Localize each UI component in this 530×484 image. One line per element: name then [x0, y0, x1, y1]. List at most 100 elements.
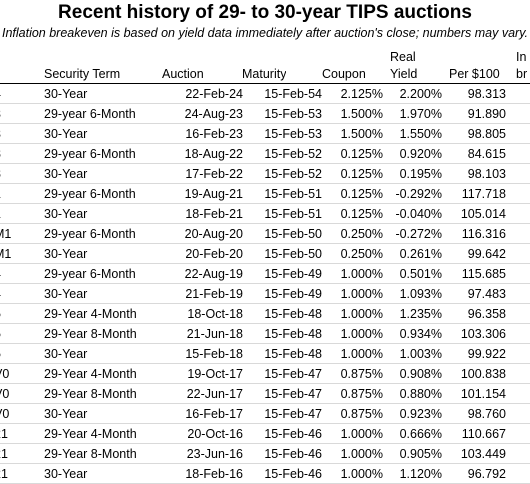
real-yield-cell: 0.195%	[387, 163, 446, 184]
row-id-cell: 5	[0, 343, 41, 364]
inflation-breakeven-cell	[510, 223, 530, 244]
price-per-100-cell: 98.805	[446, 123, 510, 144]
price-per-100-cell: 97.483	[446, 283, 510, 304]
row-id-cell: V0	[0, 403, 41, 424]
auction-date-cell: 22-Jun-17	[163, 383, 247, 404]
price-per-100-cell: 101.154	[446, 383, 510, 404]
security-term-cell: 29-Year 4-Month	[41, 363, 163, 384]
header-rule	[0, 83, 530, 84]
security-term-cell: 30-Year	[41, 343, 163, 364]
coupon-cell: 0.250%	[326, 223, 387, 244]
maturity-date-cell: 15-Feb-51	[247, 183, 326, 204]
auction-date-cell: 17-Feb-22	[163, 163, 247, 184]
price-per-100-cell: 98.760	[446, 403, 510, 424]
header-maturity: Maturity	[242, 67, 287, 81]
real-yield-cell: 0.261%	[387, 243, 446, 264]
maturity-date-cell: 15-Feb-46	[247, 423, 326, 444]
row-id-cell: 21	[0, 443, 41, 464]
table-row: 5 29-Year 8-Month21-Jun-1815-Feb-481.000%…	[0, 323, 530, 344]
inflation-breakeven-cell	[510, 243, 530, 264]
auction-table: 430-Year22-Feb-2415-Feb-542.125%2.200%98…	[0, 84, 530, 484]
maturity-date-cell: 15-Feb-49	[247, 283, 326, 304]
maturity-date-cell: 15-Feb-54	[247, 84, 326, 104]
row-id-cell: 8	[0, 163, 41, 184]
coupon-cell: 0.125%	[326, 183, 387, 204]
row-id-text: 21	[0, 466, 8, 481]
security-term-cell: 29-year 6-Month	[41, 103, 163, 124]
inflation-breakeven-cell	[510, 263, 530, 284]
coupon-cell: 0.875%	[326, 383, 387, 404]
auction-date-cell: 18-Oct-18	[163, 303, 247, 324]
maturity-date-cell: 15-Feb-46	[247, 443, 326, 464]
price-per-100-cell: 98.313	[446, 84, 510, 104]
row-id-text: 5	[0, 327, 1, 341]
inflation-breakeven-cell	[510, 183, 530, 204]
price-per-100-cell: 115.685	[446, 263, 510, 284]
real-yield-cell: 1.003%	[387, 343, 446, 364]
row-id-cell: M1	[0, 243, 41, 264]
security-term-cell: 30-Year	[41, 243, 163, 264]
row-id-cell: 8	[0, 143, 41, 164]
maturity-date-cell: 15-Feb-53	[247, 103, 326, 124]
row-id-cell: V0	[0, 363, 41, 384]
table-header: Security Term Auction Maturity Coupon Re…	[0, 47, 530, 83]
security-term-cell: 29-year 6-Month	[41, 183, 163, 204]
real-yield-cell: -0.040%	[387, 203, 446, 224]
real-yield-cell: 0.923%	[387, 403, 446, 424]
maturity-date-cell: 15-Feb-52	[247, 163, 326, 184]
row-id-text: 4	[0, 87, 1, 101]
row-id-cell: 5	[0, 323, 41, 344]
table-row: 21 30-Year18-Feb-1615-Feb-461.000%1.120%9…	[0, 463, 530, 484]
coupon-cell: 1.000%	[326, 443, 387, 464]
inflation-breakeven-cell	[510, 363, 530, 384]
price-per-100-cell: 84.615	[446, 143, 510, 164]
header-coupon: Coupon	[322, 67, 366, 81]
coupon-cell: 0.250%	[326, 243, 387, 264]
inflation-breakeven-cell	[510, 403, 530, 424]
row-id-cell: 3	[0, 123, 41, 144]
auction-date-cell: 23-Jun-16	[163, 443, 247, 464]
security-term-cell: 29-year 6-Month	[41, 143, 163, 164]
header-real-line1: Real	[390, 50, 416, 64]
price-per-100-cell: 96.358	[446, 303, 510, 324]
table-row: 21 29-Year 4-Month20-Oct-1615-Feb-461.000…	[0, 423, 530, 444]
auction-date-cell: 21-Jun-18	[163, 323, 247, 344]
coupon-cell: 1.500%	[326, 123, 387, 144]
row-id-cell: 1	[0, 183, 41, 204]
coupon-cell: 0.125%	[326, 163, 387, 184]
real-yield-cell: 0.908%	[387, 363, 446, 384]
row-id-text: 5	[0, 307, 1, 321]
maturity-date-cell: 15-Feb-47	[247, 363, 326, 384]
table-row: M1 30-Year20-Feb-2015-Feb-500.250%0.261%9…	[0, 243, 530, 264]
price-per-100-cell: 110.667	[446, 423, 510, 444]
row-id-text: 4	[0, 287, 1, 301]
row-id-text: 1	[0, 207, 1, 221]
maturity-date-cell: 15-Feb-49	[247, 263, 326, 284]
table-row: V0 30-Year16-Feb-1715-Feb-470.875%0.923%9…	[0, 403, 530, 424]
security-term-cell: 29-Year 8-Month	[41, 323, 163, 344]
auction-date-cell: 22-Feb-24	[163, 84, 247, 104]
real-yield-cell: 1.970%	[387, 103, 446, 124]
table-row: V0 29-Year 8-Month22-Jun-1715-Feb-470.875…	[0, 383, 530, 404]
table-row: 4 29-year 6-Month22-Aug-1915-Feb-491.000%…	[0, 263, 530, 284]
security-term-cell: 30-Year	[41, 163, 163, 184]
header-per100: Per $100	[449, 67, 500, 81]
table-row: 1 29-year 6-Month19-Aug-2115-Feb-510.125%…	[0, 183, 530, 204]
row-id-cell: 5	[0, 303, 41, 324]
table-row: 5 30-Year15-Feb-1815-Feb-481.000%1.003%99…	[0, 343, 530, 364]
auction-date-cell: 18-Aug-22	[163, 143, 247, 164]
coupon-cell: 1.000%	[326, 463, 387, 484]
coupon-cell: 1.000%	[326, 283, 387, 304]
table-row: 8 30-Year17-Feb-2215-Feb-520.125%0.195%98…	[0, 163, 530, 184]
security-term-cell: 29-Year 4-Month	[41, 423, 163, 444]
row-id-text: 8	[0, 147, 1, 161]
coupon-cell: 1.000%	[326, 303, 387, 324]
price-per-100-cell: 99.642	[446, 243, 510, 264]
row-id-text: 3	[0, 107, 1, 121]
inflation-breakeven-cell	[510, 323, 530, 344]
row-id-cell: 4	[0, 283, 41, 304]
auction-date-cell: 16-Feb-17	[163, 403, 247, 424]
auction-date-cell: 18-Feb-16	[163, 463, 247, 484]
inflation-breakeven-cell	[510, 103, 530, 124]
real-yield-cell: 0.905%	[387, 443, 446, 464]
